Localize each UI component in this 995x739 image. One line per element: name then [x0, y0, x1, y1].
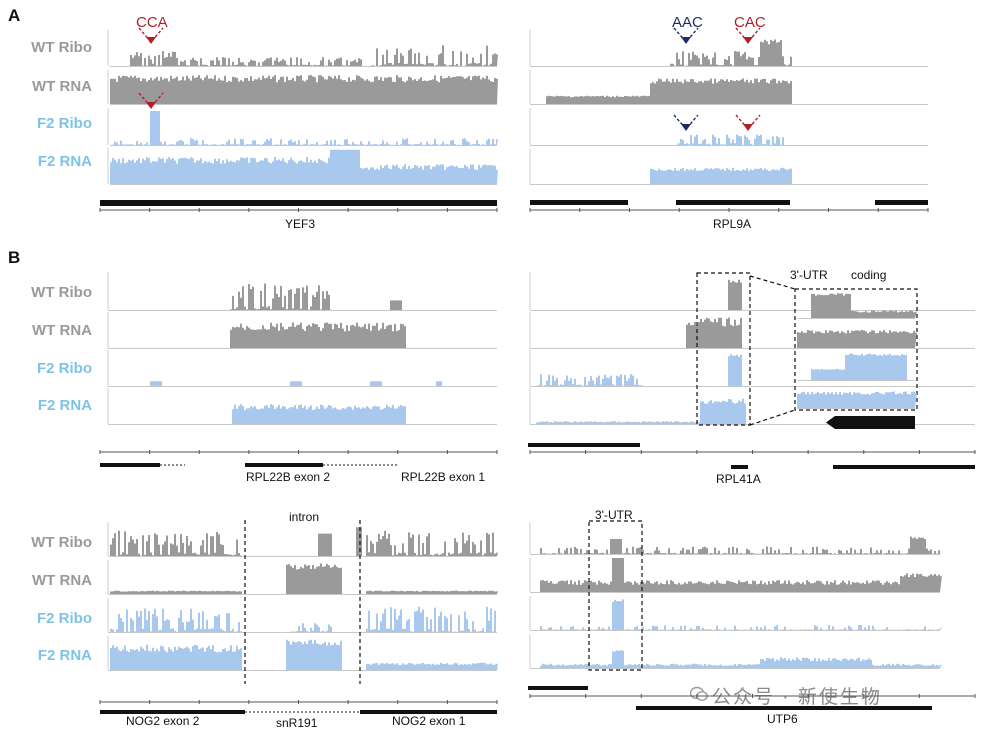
track-f2-rna-rpl22b	[108, 404, 498, 424]
chevron-cac-wt-head	[743, 37, 753, 44]
annotation-coding: coding	[851, 268, 887, 282]
chevron-cca-f2	[138, 92, 164, 109]
gene-bar-rpl9a-3	[875, 200, 928, 205]
label-f2-ribo-b1: F2 Ribo	[37, 360, 92, 377]
inset-wt-ribo	[797, 293, 917, 318]
gene-bar-rpl41a-right	[833, 465, 975, 469]
track-f2-rna-rpl41a	[530, 398, 976, 424]
gene-bar-rpl22b-exon1-left	[100, 463, 160, 467]
gene-label-nog2-exon1: NOG2 exon 1	[392, 714, 466, 728]
track-wt-rna-utp6	[530, 558, 942, 592]
chevron-cca-wt	[138, 27, 164, 44]
gene-bar-nog2-exon1	[360, 710, 497, 714]
annotation-cac: CAC	[734, 14, 766, 31]
chevron-aac-f2	[673, 114, 699, 131]
watermark: 公众号 · 新使生物	[712, 687, 882, 708]
gene-label-snr191: snR191	[276, 716, 318, 730]
gene-label-rpl9a: RPL9A	[713, 217, 752, 231]
zoom-line-bottom	[749, 409, 796, 426]
track-f2-ribo-nog2	[108, 606, 498, 632]
gene-label-yef3: YEF3	[285, 217, 316, 231]
track-f2-ribo-rpl9a	[530, 134, 930, 145]
chevron-aac-wt-head	[681, 37, 691, 44]
label-f2-ribo-a: F2 Ribo	[37, 115, 92, 132]
chevron-aac-f2-head	[681, 124, 691, 131]
track-wt-ribo-utp6	[530, 536, 942, 554]
gene-arrow-rpl41a	[826, 416, 915, 429]
label-wt-rna-b2: WT RNA	[32, 572, 92, 589]
track-wt-ribo-rpl9a	[530, 39, 930, 66]
label-f2-rna-a: F2 RNA	[37, 153, 92, 170]
panel-b-letter: B	[8, 248, 21, 267]
label-wt-rna-b1: WT RNA	[32, 322, 92, 339]
label-f2-ribo-b2: F2 Ribo	[37, 610, 92, 627]
label-wt-ribo-b2: WT Ribo	[31, 534, 92, 551]
annotation-aac: AAC	[672, 14, 703, 31]
gene-label-rpl22b-exon2: RPL22B exon 2	[246, 470, 331, 484]
gene-bar-rpl9a-1	[530, 200, 628, 205]
track-f2-ribo-yef3	[110, 111, 498, 145]
gene-label-nog2-exon2: NOG2 exon 2	[126, 714, 200, 728]
label-wt-ribo-b1: WT Ribo	[31, 284, 92, 301]
gene-bar-yef3	[100, 200, 497, 206]
track-wt-ribo-rpl22b	[108, 283, 498, 310]
inset-f2-rna	[797, 391, 917, 408]
annotation-3utr-utp6: 3'-UTR	[595, 508, 633, 522]
track-wt-ribo-rpl41a	[530, 279, 976, 310]
track-f2-rna-nog2	[108, 639, 498, 670]
dashed-box-rpl41a	[696, 272, 751, 426]
track-f2-rna-rpl9a	[530, 167, 930, 184]
track-wt-rna-nog2	[108, 563, 498, 594]
chevron-cac-f2-head	[743, 124, 753, 131]
gene-bar-rpl9a-2	[676, 200, 790, 205]
track-wt-ribo-yef3	[110, 45, 498, 66]
label-wt-ribo-a: WT Ribo	[31, 39, 92, 56]
dashed-box-utp6	[588, 520, 643, 671]
track-f2-ribo-rpl22b	[108, 381, 498, 386]
track-wt-ribo-nog2	[108, 527, 498, 556]
track-f2-ribo-utp6	[530, 599, 942, 630]
gene-label-rpl41a: RPL41A	[716, 472, 761, 486]
zoom-line-top	[749, 275, 796, 290]
gene-label-utp6: UTP6	[767, 712, 798, 726]
track-wt-rna-rpl9a	[530, 78, 930, 104]
gene-bar-rpl22b-exon2	[245, 463, 323, 467]
dashed-box-zoom	[794, 288, 918, 411]
gene-label-rpl22b-exon1: RPL22B exon 1	[401, 470, 486, 484]
chevron-cac-f2	[735, 114, 761, 131]
annotation-intron: intron	[289, 510, 320, 524]
annotation-cca: CCA	[136, 14, 168, 31]
label-f2-rna-b1: F2 RNA	[37, 397, 92, 414]
inset-f2-ribo	[797, 353, 917, 380]
gene-bar-nog2-exon2	[100, 710, 245, 714]
track-wt-rna-yef3	[110, 75, 498, 104]
track-wt-rna-rpl22b	[108, 322, 498, 348]
gene-bar-rpl41a-left	[528, 443, 640, 447]
label-wt-rna-a: WT RNA	[32, 78, 92, 95]
chevron-aac-wt	[673, 27, 699, 44]
gene-bar-utp6-left	[528, 686, 588, 690]
label-f2-rna-b2: F2 RNA	[37, 647, 92, 664]
chevron-cca-wt-head	[146, 37, 156, 44]
gene-bar-rpl41a	[731, 465, 748, 469]
annotation-3utr-rpl41a: 3'-UTR	[790, 268, 828, 282]
chevron-cac-wt	[735, 27, 761, 44]
track-f2-rna-yef3	[110, 149, 498, 184]
track-f2-ribo-rpl41a	[530, 354, 976, 386]
panel-a-letter: A	[8, 6, 21, 25]
inset-wt-rna	[797, 329, 917, 348]
gene-bar-utp6	[636, 706, 932, 710]
track-f2-rna-utp6	[530, 650, 942, 668]
chevron-cca-f2-head	[146, 102, 156, 109]
